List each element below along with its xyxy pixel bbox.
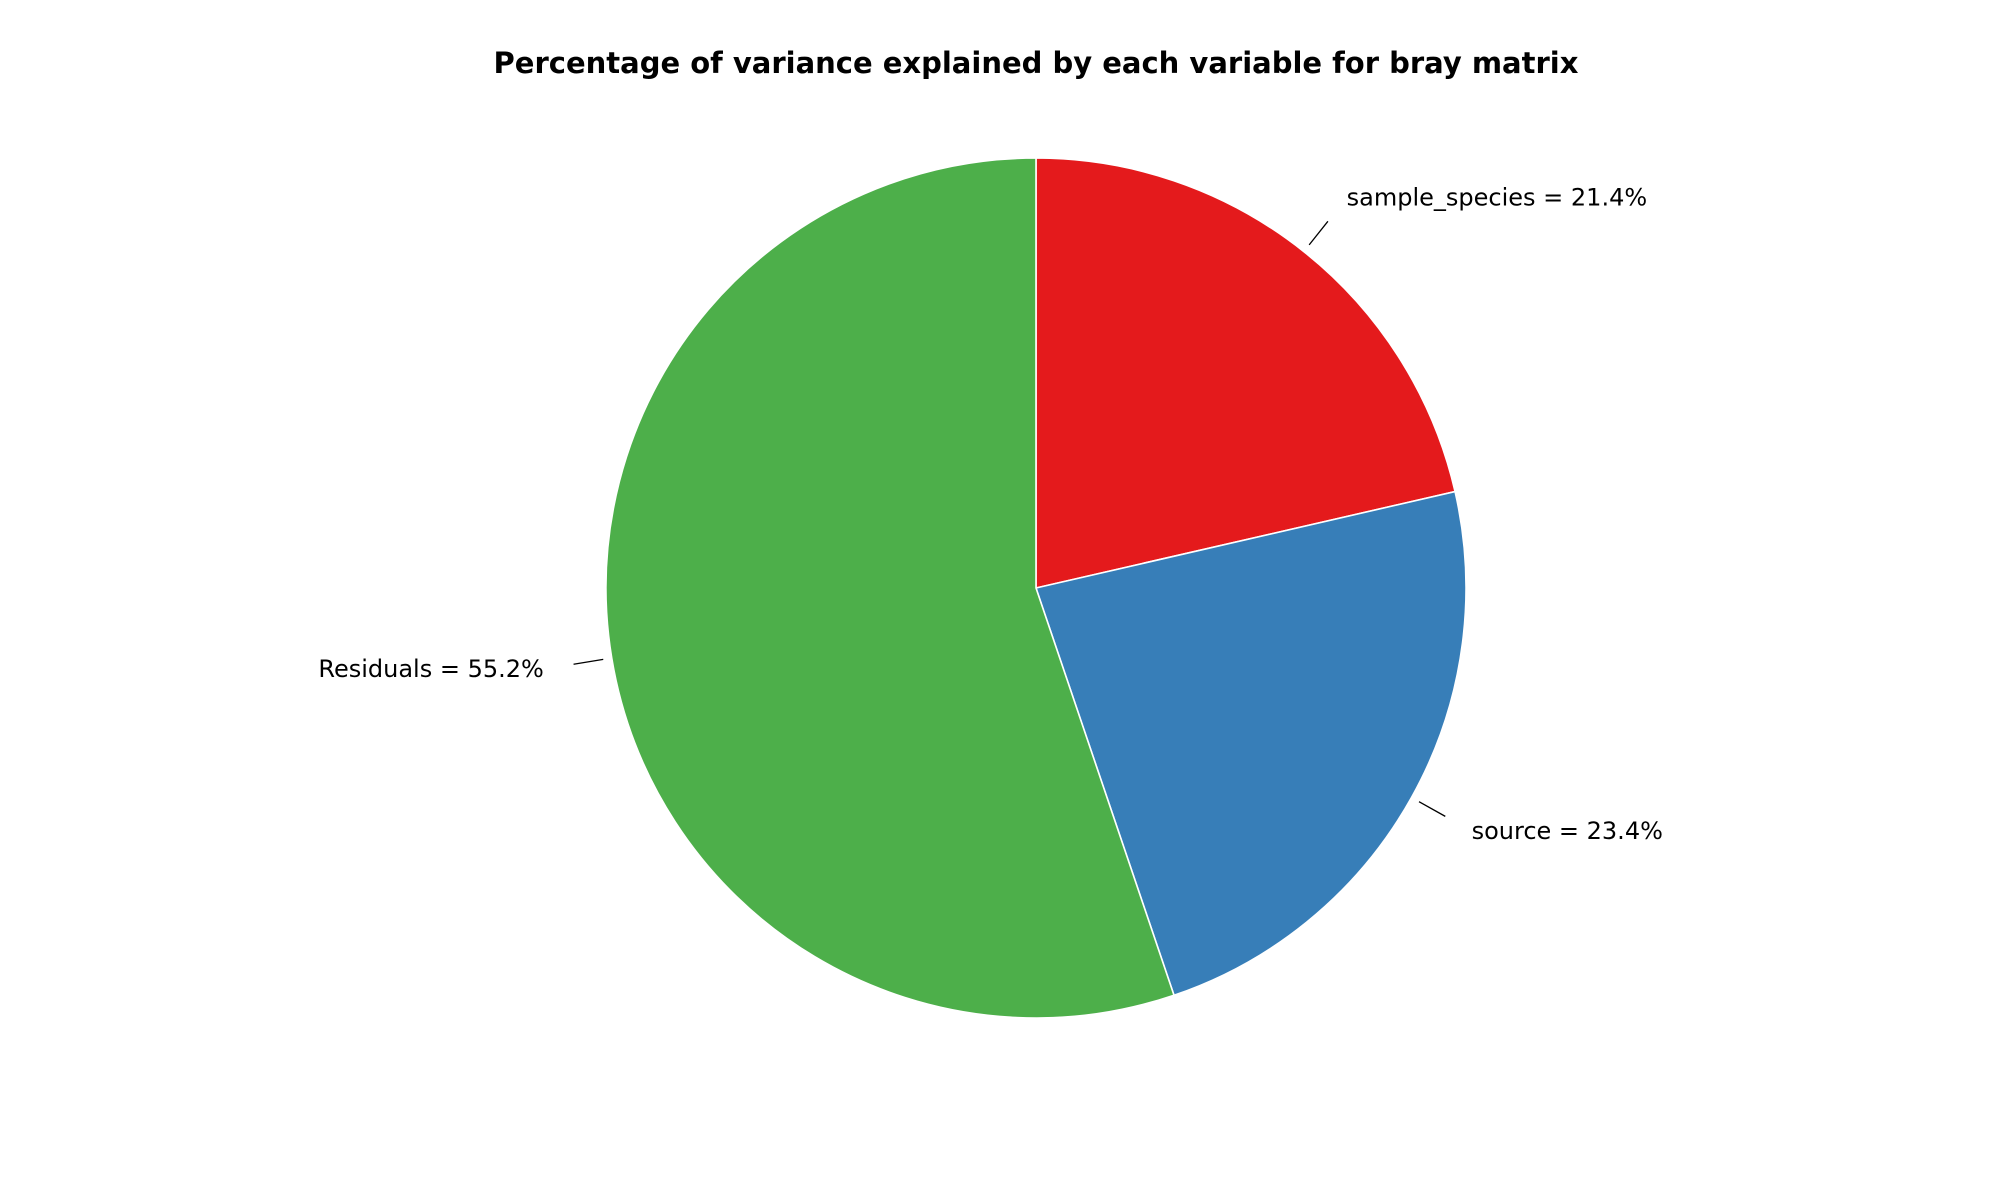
pie-slices xyxy=(605,157,1467,1019)
slice-labels: sample_species = 21.4% source = 23.4% Resi… xyxy=(318,184,1663,845)
pie-slice-residuals xyxy=(605,157,1176,1019)
label-leaders xyxy=(573,220,1446,817)
pie-slice-sample-species xyxy=(1035,157,1457,590)
pie-slice-source xyxy=(1034,490,1467,997)
label-leader-line xyxy=(1418,801,1446,817)
slice-label-residuals: Residuals = 55.2% xyxy=(318,655,543,683)
slice-label-source: source = 23.4% xyxy=(1472,817,1663,845)
label-leader-line xyxy=(1308,220,1329,246)
chart-title: Percentage of variance explained by each… xyxy=(494,46,1579,80)
slice-label-sample-species: sample_species = 21.4% xyxy=(1347,184,1648,212)
label-leader-line xyxy=(573,658,604,665)
